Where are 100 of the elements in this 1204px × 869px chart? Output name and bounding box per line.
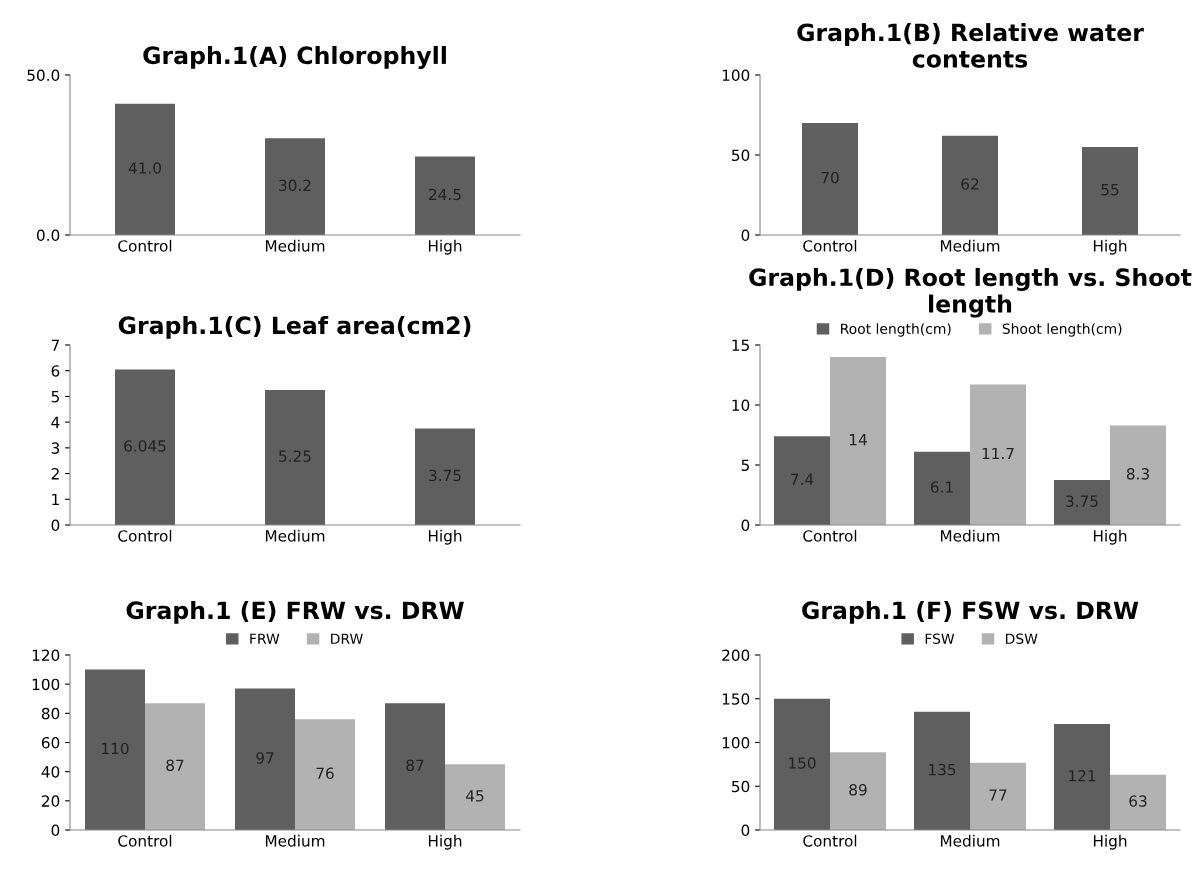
x-tick-label: Medium — [940, 529, 1000, 542]
data-label: 30.2 — [279, 179, 311, 192]
y-tick-label: 20 — [41, 795, 60, 807]
bar — [115, 369, 175, 525]
data-label: 45 — [466, 790, 484, 802]
x-tick-label: High — [428, 529, 462, 545]
y-tick-label: 40 — [41, 766, 60, 778]
x-tick-label: High — [1093, 529, 1127, 545]
y-tick-label: 4 — [51, 416, 60, 428]
y-tick-label: 0 — [51, 824, 60, 837]
data-label: 11.7 — [982, 447, 1014, 460]
y-tick-label: 0 — [741, 229, 750, 242]
data-label: 110 — [102, 742, 129, 755]
x-tick-label: Control — [803, 239, 857, 252]
chart-title: Graph.1(B) Relative water contents — [797, 23, 1144, 68]
y-tick-label: 5 — [741, 459, 749, 472]
x-tick-label: Control — [118, 239, 172, 252]
bar — [914, 451, 970, 525]
data-label: 89 — [849, 783, 867, 796]
x-tick-label: Control — [803, 529, 857, 542]
bar — [774, 436, 830, 525]
bar — [830, 752, 886, 830]
x-tick-label: Medium — [940, 239, 1000, 252]
bar — [385, 703, 445, 830]
y-tick-label: 80 — [41, 707, 60, 720]
legend-label: FRW — [250, 633, 280, 644]
data-label: 135 — [929, 763, 956, 776]
bar — [970, 384, 1026, 525]
data-label: 3.75 — [429, 469, 461, 482]
x-tick-label: Control — [118, 529, 172, 542]
bar — [970, 762, 1026, 830]
y-tick-label: 50 — [732, 780, 750, 793]
chart-title: Graph.1(C) Leaf area(cm2) — [118, 315, 471, 339]
data-label: 41.0 — [128, 162, 161, 174]
data-label: 121 — [1069, 769, 1096, 782]
bar — [445, 764, 505, 830]
data-label: 97 — [256, 752, 274, 764]
legend-label: DRW — [331, 633, 363, 644]
y-tick-label: 150 — [722, 693, 750, 705]
bar — [914, 711, 970, 830]
data-label: 70 — [821, 171, 839, 184]
data-label: 6.045 — [124, 440, 166, 452]
data-label: 87 — [406, 759, 424, 771]
x-tick-label: High — [428, 834, 462, 850]
bar — [415, 156, 475, 235]
y-tick-label: 15 — [732, 339, 749, 352]
bar — [942, 135, 998, 235]
data-label: 7.4 — [791, 473, 814, 485]
data-label: 63 — [1129, 795, 1147, 807]
bar — [295, 719, 355, 830]
data-label: 87 — [166, 759, 184, 771]
x-tick-label: High — [1093, 834, 1127, 850]
x-tick-label: Medium — [940, 834, 1000, 847]
bar — [1110, 774, 1166, 830]
x-tick-label: Medium — [265, 239, 325, 252]
data-label: 55 — [1101, 184, 1119, 196]
y-tick-label: 60 — [41, 736, 60, 749]
bar — [802, 123, 858, 235]
chart-title: Graph.1(D) Root length vs. Shoot length — [749, 267, 1192, 318]
bar — [145, 703, 205, 830]
y-tick-label: 0 — [741, 519, 750, 532]
legend-label: DSW — [1006, 633, 1038, 644]
y-tick-label: 100 — [722, 736, 750, 749]
data-label: 150 — [789, 757, 816, 769]
y-tick-label: 0 — [51, 519, 60, 532]
chart-title: Graph.1(A) Chlorophyll — [143, 45, 446, 69]
bar — [415, 428, 475, 525]
x-tick-label: Medium — [265, 834, 325, 847]
y-tick-label: 6 — [51, 365, 60, 377]
x-tick-label: Control — [118, 834, 172, 847]
data-label: 77 — [989, 789, 1007, 801]
y-tick-label: 1 — [52, 493, 59, 506]
y-tick-label: 5 — [51, 391, 59, 403]
bar — [1082, 147, 1138, 235]
data-label: 14 — [849, 434, 867, 446]
y-tick-label: 3 — [51, 442, 60, 454]
chart-title: Graph.1 (F) FSW vs. DRW — [802, 600, 1139, 624]
data-label: 8.3 — [1126, 468, 1149, 480]
x-tick-label: High — [428, 239, 462, 255]
y-tick-label: 50 — [732, 149, 750, 162]
y-tick-label: 120 — [32, 649, 60, 662]
y-tick-label: 0 — [741, 824, 750, 837]
bar — [1054, 480, 1110, 525]
y-tick-label: 200 — [722, 649, 750, 662]
bar — [1110, 425, 1166, 525]
y-tick-label: 7 — [51, 339, 59, 351]
bar — [1054, 724, 1110, 830]
legend-label: FSW — [925, 633, 955, 644]
chart-title: Graph.1 (E) FRW vs. DRW — [126, 600, 464, 624]
y-tick-label: 100 — [32, 678, 60, 691]
bar — [774, 698, 830, 830]
x-tick-label: High — [1093, 239, 1127, 255]
y-tick-label: 50.0 — [27, 69, 60, 82]
data-label: 62 — [961, 178, 979, 190]
data-label: 24.5 — [429, 188, 461, 201]
legend-label: Root length(cm) — [841, 323, 951, 337]
data-label: 3.75 — [1066, 495, 1098, 507]
legend-label: Shoot length(cm) — [1002, 323, 1122, 337]
data-label: 5.25 — [279, 450, 311, 462]
bar — [235, 688, 295, 830]
